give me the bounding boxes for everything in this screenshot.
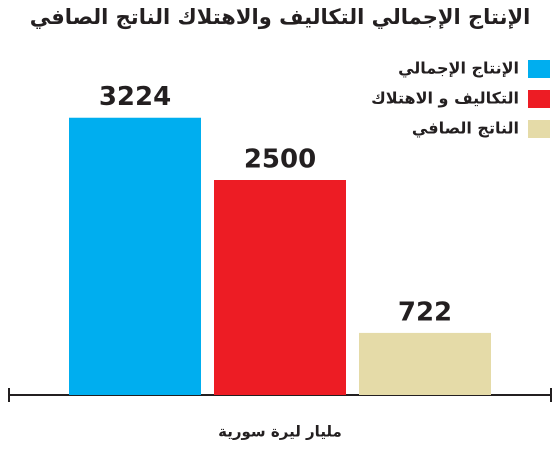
data-label: 722 — [398, 297, 452, 327]
bar — [359, 332, 491, 395]
data-label: 3224 — [99, 82, 171, 112]
legend-label: التكاليف و الاهتلاك — [371, 89, 519, 108]
chart-title: الإنتاج الإجمالي التكاليف والاهتلاك النا… — [30, 5, 531, 30]
data-label: 2500 — [244, 145, 316, 175]
legend-label: الناتج الصافي — [412, 119, 519, 139]
legend-swatch — [528, 120, 550, 138]
bar — [69, 117, 201, 396]
bar — [214, 180, 346, 395]
legend-swatch — [528, 90, 550, 108]
legend-swatch — [528, 60, 550, 78]
x-axis-label: مليار ليرة سورية — [218, 423, 342, 441]
legend-label: الإنتاج الإجمالي — [398, 59, 519, 79]
